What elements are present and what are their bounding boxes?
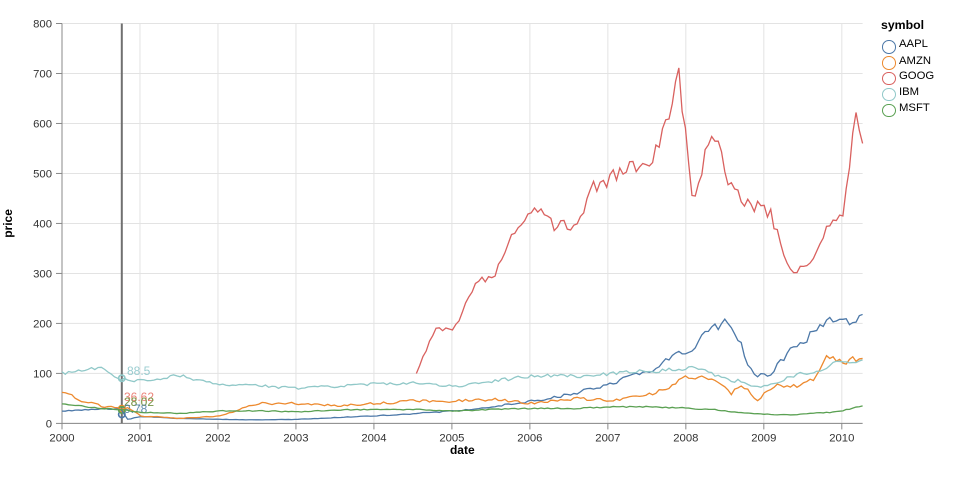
svg-text:88.5: 88.5: [127, 364, 151, 378]
svg-text:2009: 2009: [751, 432, 776, 444]
svg-text:2004: 2004: [361, 432, 386, 444]
svg-text:0: 0: [46, 418, 52, 430]
svg-text:400: 400: [33, 218, 52, 230]
svg-text:2001: 2001: [127, 432, 152, 444]
svg-text:300: 300: [33, 268, 52, 280]
svg-text:date: date: [450, 443, 475, 457]
svg-text:100: 100: [33, 368, 52, 380]
svg-text:2003: 2003: [283, 432, 308, 444]
svg-text:2006: 2006: [517, 432, 542, 444]
svg-text:price: price: [1, 209, 15, 238]
svg-text:2008: 2008: [673, 432, 698, 444]
svg-text:2007: 2007: [595, 432, 620, 444]
svg-text:500: 500: [33, 168, 52, 180]
svg-text:2010: 2010: [829, 432, 854, 444]
svg-text:9.78: 9.78: [124, 402, 148, 416]
svg-text:700: 700: [33, 68, 52, 80]
svg-text:600: 600: [33, 118, 52, 130]
svg-text:200: 200: [33, 318, 52, 330]
svg-text:2002: 2002: [205, 432, 230, 444]
svg-text:800: 800: [33, 19, 52, 31]
svg-text:2000: 2000: [49, 432, 74, 444]
